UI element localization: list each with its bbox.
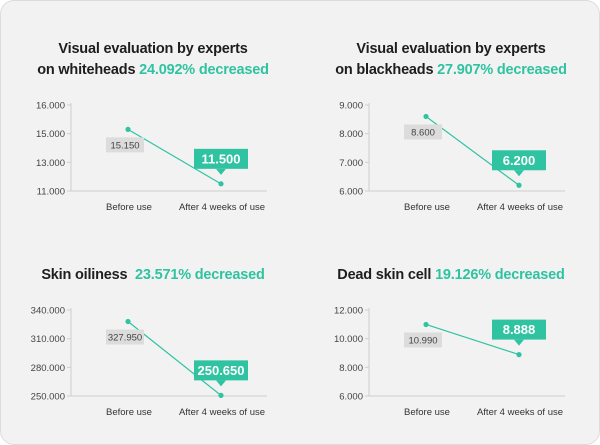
data-point-after bbox=[218, 392, 224, 398]
data-label-box-after bbox=[492, 319, 546, 340]
x-tick-label: After 4 weeks of use bbox=[179, 407, 265, 418]
y-tick-label: 10.000 bbox=[334, 334, 363, 345]
line-chart-dead-skin-cell: 12.000 10.000 8.000 6.000 Before use After 4 … bbox=[334, 306, 565, 418]
data-point-before bbox=[423, 321, 429, 328]
chart-title: Skin oiliness 23.571% decreased bbox=[3, 265, 303, 286]
chart-title-line2: on whiteheads 24.092% decreased bbox=[3, 60, 303, 81]
x-tick-label: After 4 weeks of use bbox=[477, 407, 563, 418]
y-tick-label: 11.000 bbox=[37, 187, 65, 198]
chart-title-line1: Visual evaluation by experts bbox=[58, 41, 248, 57]
chart-title-highlight: 27.907% decreased bbox=[437, 62, 567, 78]
chart-title-highlight: 23.571% decreased bbox=[135, 267, 265, 283]
data-label-box-before bbox=[106, 137, 144, 153]
data-label-before: 15.150 bbox=[110, 140, 139, 151]
chart-title-line1: Skin oiliness 23.571% decreased bbox=[3, 265, 303, 286]
chart-title-highlight: 24.092% decreased bbox=[139, 62, 269, 78]
data-label-box-before bbox=[404, 124, 442, 140]
chart-title-line2: on blackheads 27.907% decreased bbox=[301, 60, 600, 81]
y-tick-label: 8.000 bbox=[339, 363, 363, 374]
x-tick-label: After 4 weeks of use bbox=[477, 202, 563, 213]
y-tick-label: 310.000 bbox=[31, 334, 65, 345]
data-label-pointer-after bbox=[514, 170, 524, 177]
data-label-box-after bbox=[194, 360, 248, 381]
data-label-pointer-after bbox=[216, 380, 226, 387]
y-tick-label: 13.000 bbox=[36, 158, 65, 169]
y-tick-label: 6.000 bbox=[339, 187, 363, 198]
data-label-after: 6.200 bbox=[503, 153, 536, 168]
data-label-before: 10.990 bbox=[408, 335, 437, 346]
data-label-pointer-after bbox=[216, 168, 226, 175]
data-label-after: 8.888 bbox=[503, 322, 536, 337]
chart-title-subject: on blackheads bbox=[335, 62, 434, 78]
data-point-before bbox=[125, 318, 131, 325]
chart-title-highlight: 19.126% decreased bbox=[435, 267, 565, 283]
chart-title: Visual evaluation by experts on whitehea… bbox=[3, 39, 303, 81]
line-chart-blackheads: 9.000 8.000 7.000 6.000 Before use After 4 we… bbox=[339, 101, 565, 213]
chart-title: Dead skin cell 19.126% decreased bbox=[301, 265, 600, 286]
chart-title: Visual evaluation by experts on blackhea… bbox=[301, 39, 600, 81]
chart-title-subject: Dead skin cell bbox=[337, 267, 432, 283]
y-tick-label: 12.000 bbox=[334, 306, 363, 317]
y-tick-label: 250.000 bbox=[31, 392, 65, 403]
x-tick-label: Before use bbox=[404, 202, 450, 213]
data-label-after: 11.500 bbox=[201, 151, 240, 166]
chart-title-subject: Skin oiliness bbox=[41, 267, 128, 283]
data-label-after: 250.650 bbox=[198, 363, 245, 378]
y-tick-label: 16.000 bbox=[36, 101, 65, 112]
data-label-before: 8.600 bbox=[411, 127, 435, 138]
data-label-pointer-after bbox=[514, 339, 524, 346]
data-label-before: 327.950 bbox=[108, 333, 142, 344]
data-point-before bbox=[423, 113, 429, 120]
x-tick-label: After 4 weeks of use bbox=[179, 202, 265, 213]
data-point-after bbox=[516, 352, 522, 358]
y-tick-label: 9.000 bbox=[339, 101, 363, 112]
x-tick-label: Before use bbox=[106, 407, 152, 418]
data-point-after bbox=[516, 182, 522, 188]
line-chart-whiteheads: 16.000 15.000 13.000 11.000 Before use After … bbox=[36, 101, 267, 213]
chart-title-line1: Visual evaluation by experts bbox=[356, 41, 546, 57]
y-tick-label: 8.000 bbox=[339, 129, 363, 140]
y-tick-label: 280.000 bbox=[31, 363, 65, 374]
y-tick-label: 340.000 bbox=[31, 306, 65, 317]
data-point-before bbox=[125, 126, 131, 132]
data-label-box-after bbox=[194, 148, 248, 169]
x-tick-label: Before use bbox=[404, 407, 450, 418]
series-line bbox=[425, 323, 520, 356]
chart-title-line1: Dead skin cell 19.126% decreased bbox=[301, 265, 600, 286]
y-tick-label: 15.000 bbox=[36, 129, 65, 140]
y-tick-label: 7.000 bbox=[339, 158, 363, 169]
data-point-after bbox=[218, 181, 224, 187]
data-label-box-after bbox=[492, 150, 546, 171]
data-label-box-before bbox=[404, 332, 442, 348]
line-chart-skin-oiliness: 340.000 310.000 280.000 250.000 Before use Af… bbox=[31, 306, 267, 418]
y-tick-label: 6.000 bbox=[339, 392, 363, 403]
data-label-box-before bbox=[106, 329, 144, 345]
x-tick-label: Before use bbox=[106, 202, 152, 213]
chart-title-subject: on whiteheads bbox=[37, 62, 136, 78]
